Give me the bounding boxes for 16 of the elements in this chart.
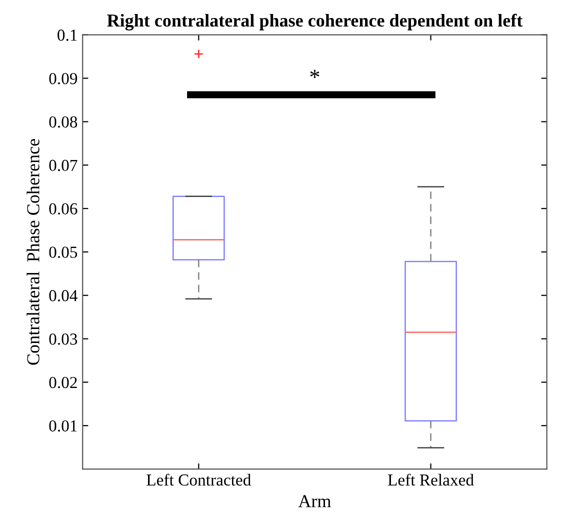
y-tick-label: 0.02 xyxy=(49,376,77,388)
y-tick-label: 0.1 xyxy=(58,30,77,41)
y-tick-label: 0.01 xyxy=(49,420,77,432)
y-tick-label: 0.05 xyxy=(49,246,78,258)
y-tick-label: 0.09 xyxy=(49,72,78,84)
chart-title: Right contralateral phase coherence dependent on left xyxy=(107,14,523,30)
y-tick-label: 0.06 xyxy=(49,203,78,215)
y-axis-title: Contralateral Phase Coherence xyxy=(26,139,40,365)
y-tick-label: 0.07 xyxy=(49,160,78,172)
x-tick-label: Left Contracted xyxy=(146,474,251,486)
annotation: * xyxy=(310,70,320,78)
y-tick-label: 0.08 xyxy=(49,116,78,128)
x-axis-title: Arm xyxy=(298,495,331,508)
x-tick-label: Left Relaxed xyxy=(388,474,474,486)
y-tick-label: 0.04 xyxy=(49,290,78,302)
y-tick-label: 0.03 xyxy=(49,333,78,345)
